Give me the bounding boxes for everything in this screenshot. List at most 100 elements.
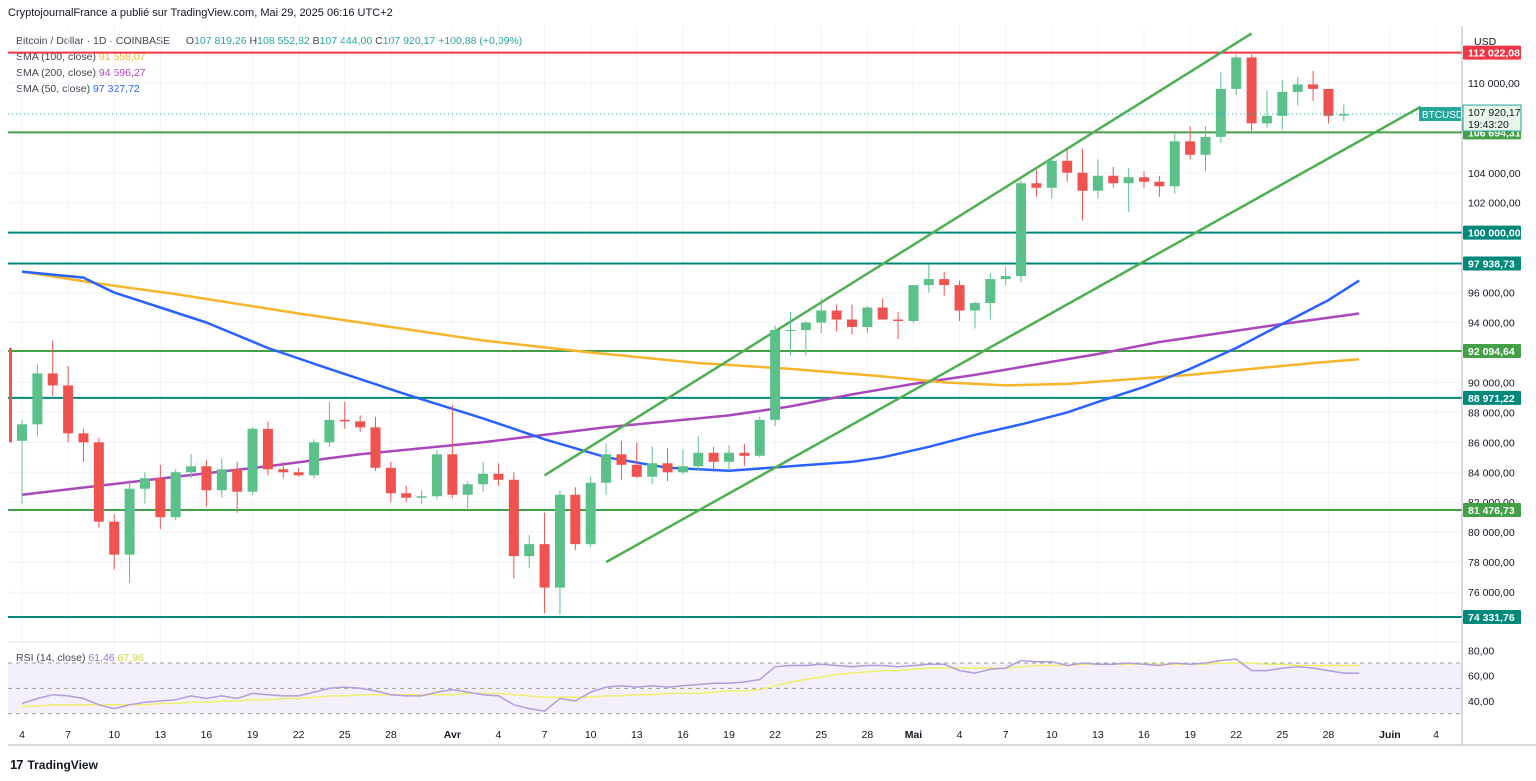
rsi-value: 61,46: [88, 652, 115, 664]
candle-body: [1292, 84, 1303, 92]
time-tick-label: 16: [1138, 729, 1150, 741]
time-tick-label: 22: [1230, 729, 1242, 741]
sma100-value: 91 558,07: [98, 51, 146, 63]
candle-body: [554, 494, 565, 588]
candle-body: [1169, 141, 1180, 187]
candle-body: [616, 454, 627, 465]
candle-body: [1231, 57, 1242, 89]
price-tick-label: 86 000,00: [1468, 437, 1515, 449]
candle-body: [846, 319, 857, 328]
candle-body: [339, 419, 350, 422]
candle-body: [47, 373, 58, 386]
time-tick-label: Avr: [444, 729, 461, 741]
sma50-legend[interactable]: SMA (50, close) 97 327,72: [16, 83, 140, 95]
price-label: 112 022,08: [1468, 48, 1520, 60]
sma200-line: [21, 312, 1360, 496]
candle-body: [155, 478, 166, 518]
close-value: 107 920,17: [382, 35, 436, 47]
price-label-box: [1463, 390, 1521, 405]
price-tick-label: 88 000,00: [1468, 407, 1515, 419]
price-label: 92 094,64: [1468, 346, 1515, 358]
candle-body: [9, 347, 12, 443]
time-tick-label: 22: [769, 729, 781, 741]
candle-body: [954, 285, 965, 311]
time-tick-label: 7: [542, 729, 548, 741]
candle-body: [877, 307, 888, 320]
time-tick-label: 10: [585, 729, 597, 741]
time-tick-label: 4: [957, 729, 963, 741]
time-tick-label: 13: [631, 729, 643, 741]
candle-body: [923, 279, 934, 286]
candle-body: [677, 466, 688, 473]
published-header: CryptojournalFrance a publié sur Trading…: [8, 7, 393, 19]
candle-body: [524, 544, 535, 557]
sma100-legend[interactable]: SMA (100, close) 91 558,07: [16, 51, 146, 63]
candle-body: [693, 452, 704, 467]
candle-body: [1062, 160, 1073, 173]
candle-body: [1215, 88, 1226, 137]
candle-body: [201, 466, 212, 491]
sma100-line: [21, 270, 1360, 387]
symbol-name[interactable]: Bitcoin / Dollar · 1D · COINBASE: [16, 35, 171, 47]
candle-body: [78, 433, 89, 443]
candle-body: [493, 473, 504, 480]
candle-body: [939, 279, 950, 286]
time-tick-label: 19: [723, 729, 735, 741]
time-tick-label: 28: [1323, 729, 1335, 741]
candle-body: [647, 463, 658, 477]
time-tick-label: Juin: [1379, 729, 1401, 741]
candle-body: [416, 496, 427, 498]
candle-body: [631, 464, 642, 477]
time-tick-label: 10: [1046, 729, 1058, 741]
currency-label: USD: [1474, 36, 1497, 48]
low-value: 107 444,00: [319, 35, 373, 47]
price-tick-label: 104 000,00: [1468, 168, 1521, 180]
candle-body: [32, 373, 43, 425]
candle-body: [1200, 136, 1211, 155]
price-tick-label: 78 000,00: [1468, 557, 1515, 569]
symbol-tag-box: [1419, 107, 1461, 122]
time-tick-label: 25: [1276, 729, 1288, 741]
tradingview-logo[interactable]: 17 TradingView: [10, 757, 98, 772]
rsi-tick-label: 80,00: [1468, 645, 1494, 657]
candle-body: [1338, 114, 1349, 116]
candle-body: [539, 544, 550, 588]
time-tick-label: 13: [1092, 729, 1104, 741]
rsi-legend[interactable]: RSI (14, close) 61,46 67,96: [16, 652, 144, 664]
candle-body: [324, 419, 335, 443]
candle-body: [431, 454, 442, 497]
candle-body: [662, 463, 673, 473]
sma200-legend[interactable]: SMA (200, close) 94 596,27: [16, 67, 146, 79]
high-value: 108 552,82: [257, 35, 310, 47]
candle-body: [1046, 160, 1057, 188]
rsi-tick-label: 60,00: [1468, 671, 1494, 683]
time-tick-label: 10: [108, 729, 120, 741]
candle-body: [1261, 115, 1272, 124]
candle-body: [401, 493, 412, 498]
price-label-box: [1463, 225, 1521, 240]
candle-body: [478, 473, 489, 485]
candle-body: [831, 310, 842, 320]
channel-lower-line: [605, 105, 1422, 564]
time-tick-label: 19: [1184, 729, 1196, 741]
open-value: 107 819,26: [194, 35, 247, 47]
candle-body: [1308, 84, 1319, 89]
time-tick-label: 28: [862, 729, 874, 741]
candle-body: [1092, 175, 1103, 191]
time-tick-label: 4: [19, 729, 25, 741]
tradingview-logo-icon: 17: [10, 757, 24, 772]
time-tick-label: 22: [293, 729, 305, 741]
change-value: +100,88 (+0,09%): [438, 35, 523, 47]
candle-body: [862, 307, 873, 328]
price-tick-label: 84 000,00: [1468, 467, 1515, 479]
price-label: 97 938,73: [1468, 259, 1515, 271]
price-tick-label: 110 000,00: [1468, 78, 1520, 90]
time-tick-label: 25: [339, 729, 351, 741]
candle-body: [508, 479, 519, 557]
candle-body: [355, 421, 366, 428]
price-label: 81 476,73: [1468, 505, 1515, 517]
price-label-box: [1463, 610, 1521, 625]
candle-body: [462, 484, 473, 495]
candle-body: [1154, 181, 1165, 187]
